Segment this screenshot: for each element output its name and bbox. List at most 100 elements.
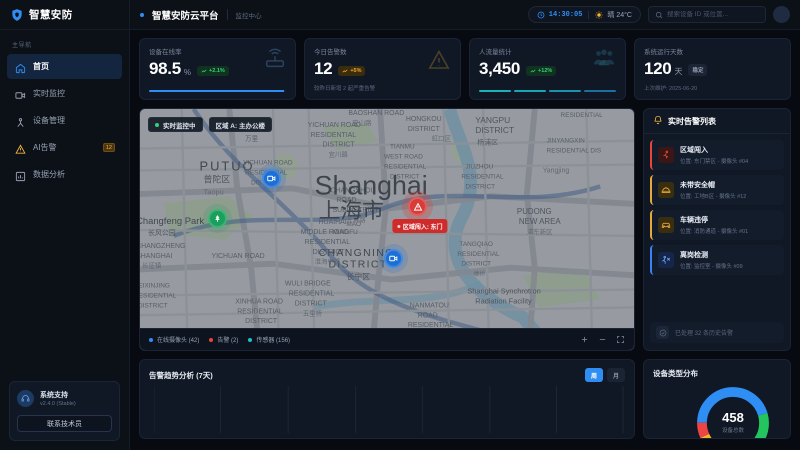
clock-icon (537, 6, 545, 24)
alert-item[interactable]: 未带安全帽 位置: 工地B区 - 摄像头 #12 (650, 175, 784, 205)
legend-label: 传感器 (156) (256, 338, 291, 344)
sidebar-item-home[interactable]: 首页 (7, 54, 122, 79)
svg-text:上海市: 上海市 (319, 198, 384, 223)
alert-panel: 实时告警列表 区域闯入 位置: 东门禁区 - 摄像头 #04 (643, 108, 791, 351)
svg-text:Shanghai: Shanghai (315, 170, 428, 200)
shield-icon (10, 8, 24, 22)
sidebar-item-ai-alerts[interactable]: AI告警 12 (7, 135, 122, 160)
svg-text:ROAD: ROAD (336, 197, 356, 204)
alert-item[interactable]: 离岗检测 位置: 监控室 - 摄像头 #09 (650, 245, 784, 275)
sun-icon (595, 6, 603, 24)
map-marker-camera[interactable] (262, 169, 281, 188)
warning-triangle-icon (408, 197, 427, 216)
kpi-value: 3,450 (479, 59, 521, 78)
svg-text:XINHUA ROAD: XINHUA ROAD (235, 298, 283, 305)
svg-text:DISTRICT: DISTRICT (475, 125, 514, 135)
kpi-footnote: 较昨日新增 2 起严重告警 (314, 86, 376, 92)
map-panel[interactable]: PUTUO 普陀区 Taopu CHANGZHENG SHANGHAI 长征镇 … (139, 108, 635, 351)
trend-range-week[interactable]: 周 (584, 368, 603, 382)
kpi-value-row: 12 +5% (314, 60, 451, 77)
device-node-icon (15, 115, 26, 127)
svg-text:塘桥: 塘桥 (473, 270, 485, 278)
legend-item-sensors: 传感器 (156) (248, 335, 290, 344)
map-chip-label: 实时监控中 (163, 122, 196, 130)
alert-name: 车辆违停 (680, 217, 708, 224)
kpi-progress-bar (149, 90, 286, 92)
sidebar: 智慧安防 主导航 首页 实时监控 设备管理 (0, 0, 130, 450)
svg-text:YICHUAN ROAD: YICHUAN ROAD (211, 253, 264, 260)
alert-location: 位置: 东门禁区 - 摄像头 #04 (680, 159, 749, 165)
svg-text:杨浦区: 杨浦区 (477, 138, 498, 147)
svg-text:CHANGNING: CHANGNING (319, 248, 395, 259)
svg-text:WEST ROAD: WEST ROAD (384, 154, 423, 161)
svg-text:RESIDENTIAL: RESIDENTIAL (408, 322, 454, 329)
middle-row: PUTUO 普陀区 Taopu CHANGZHENG SHANGHAI 长征镇 … (139, 108, 791, 351)
search-box[interactable] (648, 6, 766, 23)
divider (588, 10, 590, 19)
map-marker-sensor[interactable] (208, 209, 227, 228)
map-chip-zone[interactable]: 区域 A: 主办公楼 (208, 117, 272, 132)
svg-text:DISTRICT: DISTRICT (390, 173, 420, 180)
kpi-row: 设备在线率 98.5 % +2.1% 今日告警数 (139, 38, 791, 100)
alert-name: 离岗检测 (680, 252, 708, 259)
warning-triangle-icon (15, 142, 26, 154)
svg-text:Shanghai Synchrotron: Shanghai Synchrotron (467, 286, 540, 295)
alert-item[interactable]: 区域闯入 位置: 东门禁区 - 摄像头 #04 (650, 140, 784, 170)
alert-list: 区域闯入 位置: 东门禁区 - 摄像头 #04 未带安全帽 位置: 工地B区 -… (644, 134, 790, 322)
zoom-out-icon[interactable] (598, 335, 607, 344)
svg-text:Yangjing: Yangjing (543, 167, 570, 174)
brand: 智慧安防 (0, 0, 129, 30)
svg-text:NANMATOU: NANMATOU (410, 302, 449, 309)
sidebar-item-device-management[interactable]: 设备管理 (7, 108, 122, 133)
svg-text:DISTRICT: DISTRICT (295, 300, 328, 307)
kpi-footnote: 上次维护: 2025-06-20 (644, 86, 698, 92)
alert-history-button[interactable]: 已处理 32 条历史告警 (650, 322, 784, 343)
sidebar-item-label: 首页 (33, 62, 49, 71)
sidebar-nav: 首页 实时监控 设备管理 AI告警 12 (0, 54, 129, 187)
svg-text:DISTRICT: DISTRICT (245, 318, 278, 325)
svg-text:Changfeng Park: Changfeng Park (140, 215, 204, 226)
svg-text:Radiation Facility: Radiation Facility (475, 296, 532, 305)
bell-alert-icon (653, 112, 663, 130)
map-chip-live[interactable]: 实时监控中 (148, 117, 203, 132)
kpi-value: 120 (644, 59, 672, 78)
kpi-card-foot-traffic: 人流量统计 3,450 +12% (469, 38, 626, 100)
map-marker-camera-2[interactable] (384, 249, 403, 268)
trend-range-month[interactable]: 月 (606, 368, 625, 382)
weather-label: 晴 24°C (607, 11, 632, 19)
fullscreen-icon[interactable] (616, 335, 625, 344)
svg-text:DISTRICT: DISTRICT (328, 260, 387, 271)
svg-text:SHANGHAI: SHANGHAI (140, 253, 172, 260)
sidebar-item-label: 实时监控 (33, 89, 65, 98)
device-total-caption: 设备总数 (721, 428, 744, 434)
alert-item[interactable]: 车辆违停 位置: 消防通道 - 摄像头 #01 (650, 210, 784, 240)
kpi-status-chip: 稳定 (688, 64, 708, 76)
status-dot-icon (140, 12, 144, 17)
page-title: 智慧安防云平台 (152, 10, 219, 22)
svg-text:浦东新区: 浦东新区 (527, 227, 553, 236)
nav-section-label: 主导航 (12, 43, 32, 49)
svg-text:PUTUO: PUTUO (200, 158, 255, 173)
map-marker-alert[interactable]: 区域闯入: 东门 (391, 197, 448, 233)
sidebar-item-data-analysis[interactable]: 数据分析 (7, 162, 122, 187)
device-distribution-panel: 设备类型分布 458 设备总数 (643, 359, 791, 439)
alert-location: 位置: 工地B区 - 摄像头 #12 (680, 194, 747, 200)
kpi-trend-chip: +5% (338, 66, 366, 76)
check-circle-icon (656, 326, 669, 339)
bar-chart-icon (15, 169, 26, 182)
search-input[interactable] (667, 11, 759, 18)
contact-technician-button[interactable]: 联系技术员 (17, 415, 112, 432)
time-weather-pill: 14:30:05 晴 24°C (527, 6, 641, 24)
sidebar-item-live-monitor[interactable]: 实时监控 (7, 81, 122, 106)
trend-chart (154, 386, 624, 433)
svg-text:五里桥: 五里桥 (303, 308, 323, 317)
city-map[interactable]: PUTUO 普陀区 Taopu CHANGZHENG SHANGHAI 长征镇 … (140, 109, 634, 350)
sidebar-item-label: 设备管理 (33, 116, 65, 125)
kpi-trend-chip: +2.1% (197, 66, 229, 76)
zoom-in-icon[interactable] (580, 335, 589, 344)
person-leaving-icon (658, 252, 674, 268)
svg-text:宜川路: 宜川路 (328, 150, 348, 159)
avatar[interactable] (773, 6, 790, 23)
alert-dot-icon (396, 224, 400, 228)
support-header: 系统支持 v2.4.0 (Stable) (17, 390, 112, 407)
